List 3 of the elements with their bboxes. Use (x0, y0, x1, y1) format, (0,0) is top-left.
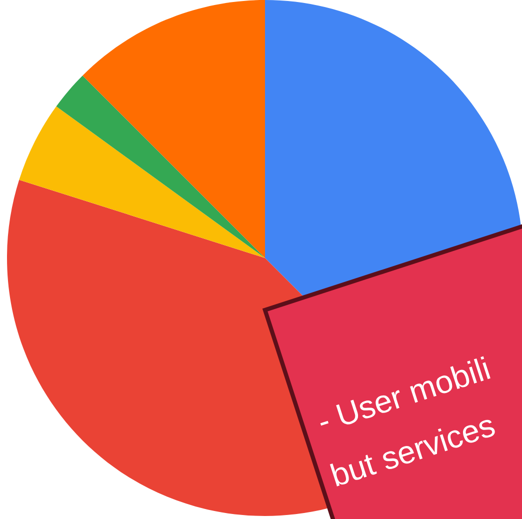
pie-slice (82, 0, 265, 258)
pie-slice (19, 106, 265, 258)
pie-slice (56, 76, 265, 258)
